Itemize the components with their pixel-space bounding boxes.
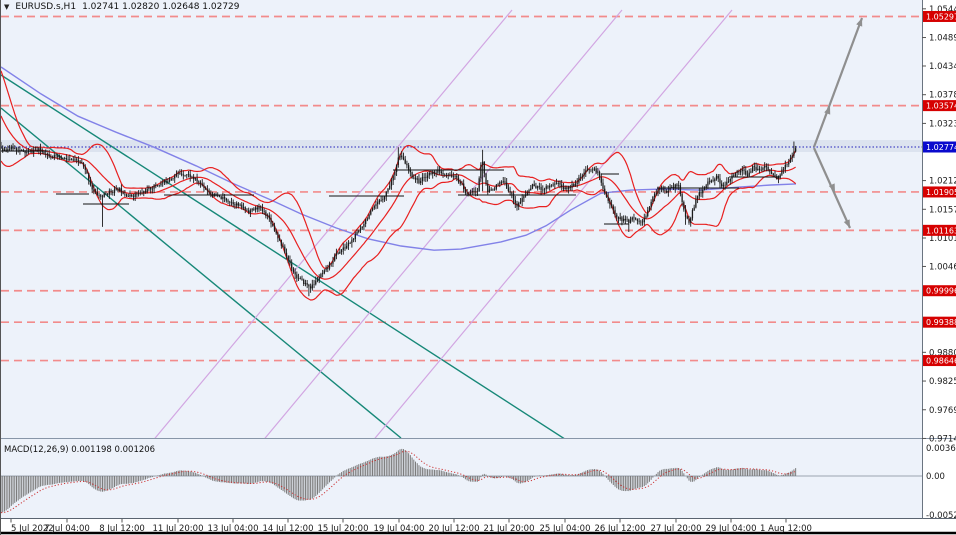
sr-price-badge-label: 0.99388: [926, 318, 956, 327]
price-tick-label: 1.01015: [929, 234, 956, 244]
sr-price-badge: [923, 100, 956, 112]
macd-signal-line: [1, 450, 796, 514]
forecast-arrowhead: [824, 106, 831, 115]
sr-price-badge-label: 0.99996: [926, 287, 956, 296]
price-zone-band: [1, 140, 922, 152]
price-pane[interactable]: [1, 9, 922, 443]
sr-price-badge-label: 1.05297: [926, 12, 956, 21]
ohlc-values-label: 1.02741 1.02820 1.02648 1.02729: [82, 2, 240, 12]
time-tick-label: 27 Jul 20:00: [651, 524, 702, 534]
time-tick-label: 5 Jul 2022: [11, 524, 54, 534]
sr-price-badge: [923, 285, 956, 297]
symbol-timeframe-label: EURUSD.s,H1: [15, 2, 77, 12]
price-tick-label: 1.03230: [929, 119, 956, 129]
time-tick-label: 21 Jul 20:00: [484, 524, 535, 534]
price-tick-label: 1.05445: [929, 5, 956, 15]
forecast-arrowhead: [856, 18, 863, 27]
time-tick-label: 7 Jul 04:00: [44, 524, 90, 534]
sr-price-badge: [923, 355, 956, 367]
time-tick-label: 13 Jul 04:00: [208, 524, 259, 534]
chart-title: ▼ EURUSD.s,H1 1.02741 1.02820 1.02648 1.…: [4, 2, 240, 12]
time-tick-label: 15 Jul 20:00: [318, 524, 369, 534]
price-tick-label: 0.98250: [929, 377, 956, 387]
collapse-triangle-icon[interactable]: ▼: [4, 3, 10, 11]
time-tick-label: 11 Jul 20:00: [153, 524, 204, 534]
macd-indicator-label: MACD(12,26,9) 0.001198 0.001206: [4, 445, 156, 455]
forecast-arrowhead: [843, 219, 850, 228]
candlesticks: [1, 141, 797, 297]
price-tick-label: 1.02125: [929, 177, 956, 187]
macd-scale-label: 0.003696: [926, 444, 956, 454]
price-tick-label: 0.97695: [929, 406, 956, 416]
plum-trendline[interactable]: [371, 9, 733, 443]
teal-trendline[interactable]: [1, 107, 402, 438]
time-tick-label: 19 Jul 04:00: [374, 524, 425, 534]
sr-price-badge: [923, 316, 956, 328]
time-tick-label: 29 Jul 04:00: [706, 524, 757, 534]
forecast-arrowhead: [828, 183, 835, 192]
plum-trendline[interactable]: [261, 9, 623, 443]
sr-price-badge: [923, 224, 956, 236]
price-tick-label: 1.03785: [929, 91, 956, 101]
sr-price-badge-label: 1.01905: [926, 188, 956, 197]
sr-price-badge-label: 1.03574: [926, 102, 956, 111]
price-tick-label: 1.00465: [929, 262, 956, 272]
macd-scale-label: -0.00527: [926, 511, 956, 521]
price-tick-label: 0.97140: [929, 434, 956, 444]
forecast-arrow-line[interactable]: [812, 17, 864, 148]
sr-price-badge-label: 0.98646: [926, 357, 956, 366]
bollinger-band-line: [1, 115, 796, 280]
teal-trendline[interactable]: [1, 74, 571, 443]
time-tick-label: 20 Jul 12:00: [429, 524, 480, 534]
sr-price-badge: [923, 186, 956, 198]
time-tick-label: 14 Jul 12:00: [263, 524, 314, 534]
price-tick-label: 1.04890: [929, 34, 956, 44]
sr-price-badge-label: 1.01163: [926, 226, 956, 235]
sr-price-badge: [923, 10, 956, 22]
price-tick-label: 1.01570: [929, 205, 956, 215]
price-tick-label: 0.98805: [929, 348, 956, 358]
current-price-badge-label: 1.02774: [926, 143, 956, 152]
time-tick-label: 25 Jul 04:00: [540, 524, 591, 534]
time-tick-label: 8 Jul 12:00: [99, 524, 145, 534]
macd-scale-label: 0.00: [926, 472, 945, 482]
macd-pane[interactable]: [1, 448, 922, 514]
time-tick-label: 26 Jul 12:00: [595, 524, 646, 534]
time-tick-label: 1 Aug 12:00: [760, 524, 812, 534]
price-tick-label: 1.04340: [929, 62, 956, 72]
current-price-badge: [923, 141, 956, 153]
